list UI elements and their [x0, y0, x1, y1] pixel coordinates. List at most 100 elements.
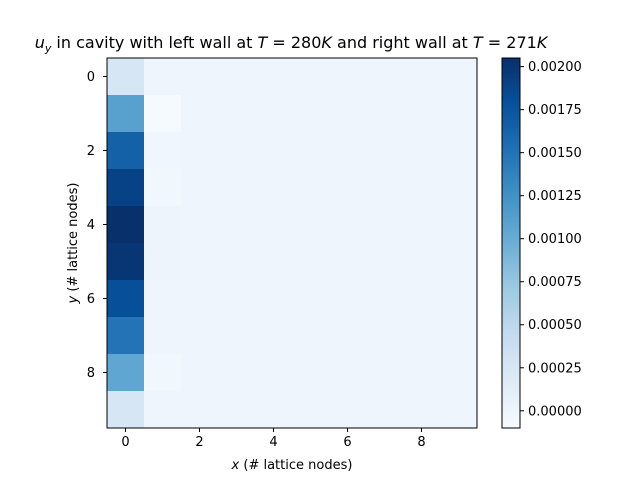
y-axis-ticks: 0 2 4 6 8	[87, 70, 107, 381]
heatmap-cell	[366, 354, 404, 392]
heatmap-cell	[292, 243, 330, 281]
heatmap-cell	[366, 95, 404, 133]
heatmap-cell	[255, 58, 293, 96]
colorbar-tick-label: 0.00025	[528, 361, 582, 376]
heatmap-cell	[255, 169, 293, 207]
heatmap-cell	[292, 317, 330, 355]
y-tick-label: 8	[87, 366, 95, 381]
heatmap-cell	[440, 391, 478, 429]
heatmap-cell	[403, 354, 441, 392]
x-axis-label: x (# lattice nodes)	[231, 458, 353, 473]
heatmap-cell	[107, 169, 145, 207]
heatmap-cell	[403, 391, 441, 429]
heatmap-cell	[144, 243, 182, 281]
heatmap-cell	[255, 391, 293, 429]
heatmap-cell	[218, 317, 256, 355]
heatmap-cell	[292, 206, 330, 244]
heatmap-cell	[144, 317, 182, 355]
heatmap-cell	[255, 132, 293, 170]
heatmap-cell	[144, 391, 182, 429]
heatmap-cell	[107, 132, 145, 170]
heatmap-cell	[292, 280, 330, 318]
heatmap-cell	[181, 317, 219, 355]
heatmap-cell	[107, 243, 145, 281]
heatmap-cell	[329, 206, 367, 244]
heatmap-cell	[440, 58, 478, 96]
chart-title: uy in cavity with left wall at T = 280K …	[35, 33, 549, 55]
heatmap-cell	[366, 132, 404, 170]
heatmap-cell	[144, 206, 182, 244]
heatmap-cell	[107, 391, 145, 429]
heatmap-cell	[107, 95, 145, 133]
heatmap-cell	[181, 391, 219, 429]
heatmap-cell	[181, 280, 219, 318]
heatmap-cell	[181, 169, 219, 207]
heatmap-cell	[255, 243, 293, 281]
colorbar-tick-label: 0.00075	[528, 275, 582, 290]
heatmap-cell	[218, 243, 256, 281]
heatmap-cell	[218, 58, 256, 96]
heatmap-cell	[107, 280, 145, 318]
heatmap-cell	[144, 169, 182, 207]
heatmap-cell	[403, 317, 441, 355]
heatmap-cell	[366, 58, 404, 96]
heatmap-cell	[144, 132, 182, 170]
heatmap-cell	[107, 354, 145, 392]
heatmap-cell	[292, 391, 330, 429]
heatmap-cell	[403, 58, 441, 96]
heatmap-cell	[144, 280, 182, 318]
colorbar-ticks: 0.00000 0.00025 0.00050 0.00075 0.00100 0.001…	[520, 60, 582, 419]
heatmap-cell	[329, 58, 367, 96]
heatmap-cell	[218, 206, 256, 244]
heatmap-cell	[440, 132, 478, 170]
colorbar-tick-label: 0.00175	[528, 103, 582, 118]
x-tick-label: 6	[343, 435, 351, 450]
y-tick-label: 4	[87, 218, 95, 233]
heatmap-cell	[403, 95, 441, 133]
colorbar-tick-label: 0.00150	[528, 146, 582, 161]
y-tick-label: 0	[87, 70, 95, 85]
heatmap-cell	[440, 169, 478, 207]
heatmap-cell	[366, 317, 404, 355]
heatmap-cell	[181, 95, 219, 133]
heatmap-cell	[329, 132, 367, 170]
heatmap-cell	[218, 169, 256, 207]
heatmap-cell	[144, 95, 182, 133]
heatmap-cell	[329, 317, 367, 355]
heatmap-cell	[366, 206, 404, 244]
heatmap-cell	[218, 391, 256, 429]
heatmap-cell	[366, 280, 404, 318]
heatmap-cell	[181, 58, 219, 96]
x-tick-label: 8	[417, 435, 425, 450]
heatmap-cell	[144, 354, 182, 392]
heatmap-cell	[218, 132, 256, 170]
colorbar	[501, 57, 521, 429]
heatmap-cells	[107, 58, 478, 429]
heatmap-cell	[403, 206, 441, 244]
heatmap-cell	[403, 243, 441, 281]
x-tick-label: 0	[121, 435, 129, 450]
heatmap-cell	[329, 95, 367, 133]
heatmap-cell	[255, 206, 293, 244]
x-tick-label: 4	[269, 435, 277, 450]
heatmap-cell	[403, 280, 441, 318]
heatmap-cell	[440, 317, 478, 355]
heatmap-cell	[107, 317, 145, 355]
y-axis-label: y (# lattice nodes)	[66, 183, 81, 305]
heatmap-cell	[403, 169, 441, 207]
colorbar-tick-label: 0.00125	[528, 189, 582, 204]
heatmap-cell	[181, 354, 219, 392]
y-tick-label: 6	[87, 292, 95, 307]
colorbar-tick-label: 0.00000	[528, 404, 582, 419]
heatmap-cell	[329, 280, 367, 318]
x-axis-ticks: 0 2 4 6 8	[121, 428, 426, 450]
heatmap-cell	[329, 354, 367, 392]
heatmap-cell	[366, 169, 404, 207]
colorbar-tick-label: 0.00200	[528, 60, 582, 75]
heatmap-cell	[440, 243, 478, 281]
heatmap-cell	[107, 206, 145, 244]
heatmap-cell	[329, 243, 367, 281]
heatmap-cell	[366, 391, 404, 429]
heatmap-cell	[255, 280, 293, 318]
